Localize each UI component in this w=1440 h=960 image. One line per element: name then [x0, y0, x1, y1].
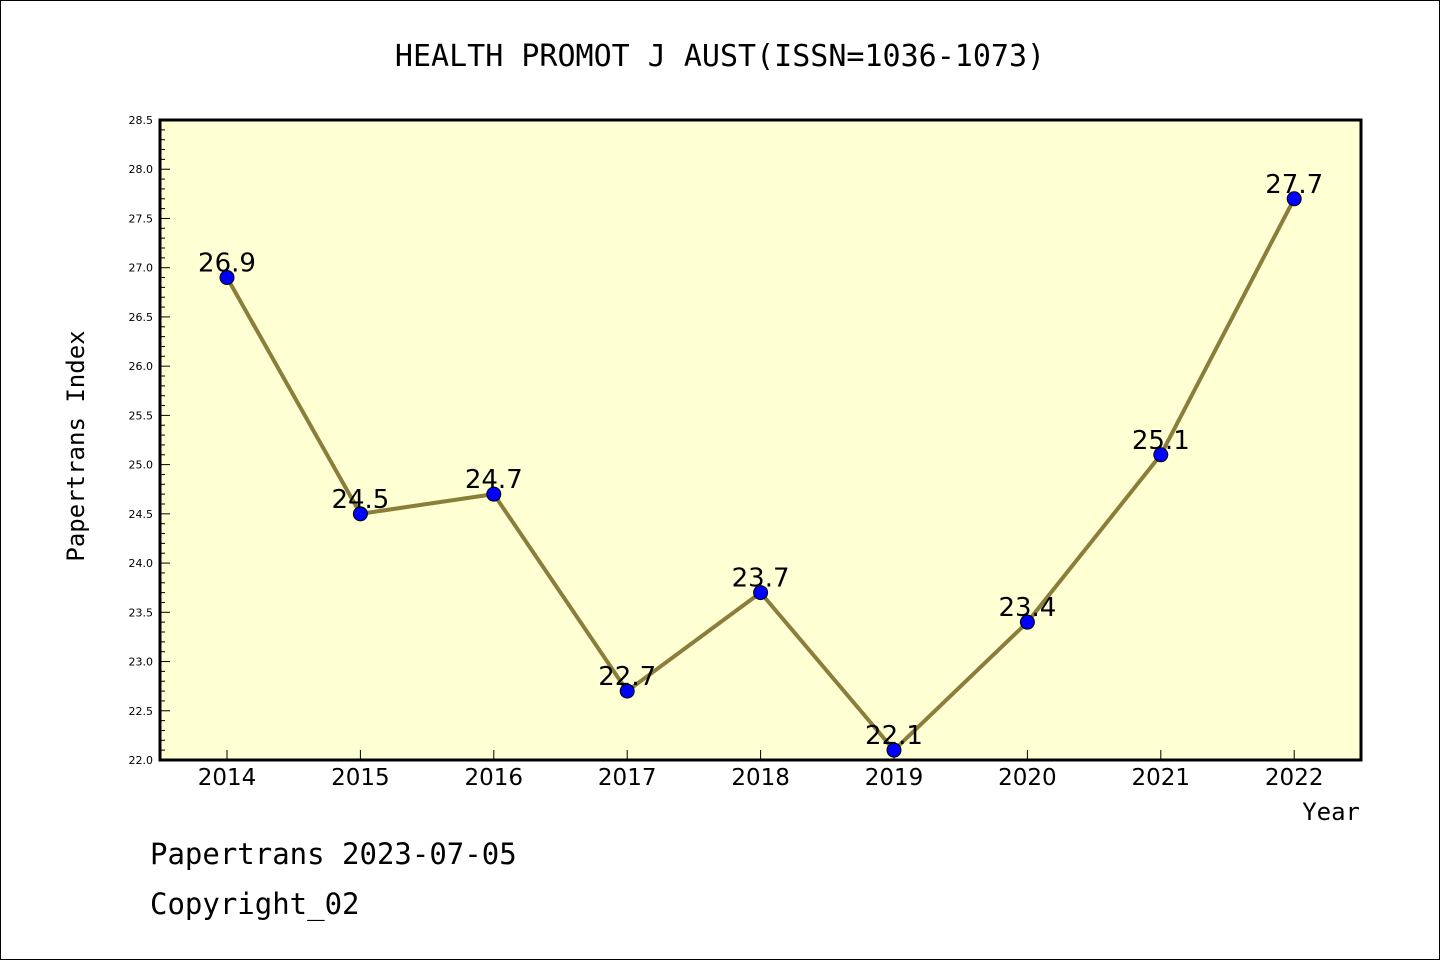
data-point	[886, 742, 902, 758]
y-tick-label: 23.5	[129, 606, 154, 619]
y-tick-label: 24.5	[129, 508, 154, 521]
series-layer	[219, 191, 1302, 758]
chart-title: HEALTH PROMOT J AUST(ISSN=1036-1073)	[395, 39, 1045, 74]
data-label: 22.1	[865, 721, 923, 751]
x-tick-label: 2016	[465, 765, 524, 791]
data-label: 25.1	[1132, 426, 1190, 456]
y-tick-label: 22.0	[129, 754, 154, 767]
data-point	[1286, 191, 1302, 207]
x-tick-label: 2020	[998, 765, 1057, 791]
y-tick-label: 25.0	[129, 459, 154, 472]
footer-copyright: Copyright_02	[150, 887, 360, 922]
data-point	[1153, 447, 1169, 463]
x-tick-label: 2017	[598, 765, 657, 791]
data-label: 23.7	[732, 564, 790, 594]
x-tick-label: 2019	[865, 765, 924, 791]
y-axis-title: Papertrans Index	[62, 330, 90, 561]
y-tick-label: 26.5	[129, 311, 154, 324]
x-tick-label: 2014	[198, 765, 257, 791]
y-tick-label: 22.5	[129, 705, 154, 718]
footer-date: Papertrans 2023-07-05	[150, 837, 517, 871]
plot-border	[158, 118, 1363, 762]
data-label: 26.9	[198, 249, 256, 279]
y-tick-label: 23.0	[129, 656, 154, 669]
x-tick-label: 2022	[1265, 765, 1324, 791]
y-tick-label: 24.0	[129, 557, 154, 570]
plot-area	[160, 120, 1361, 760]
y-axis: 22.0 22.5 23.0 23.5 24.0 24.5 25.0 25.5 26.0 26.5…	[129, 114, 170, 767]
x-tick-label: 2021	[1132, 765, 1191, 791]
y-tick-label: 27.5	[129, 212, 154, 225]
data-label: 24.7	[465, 465, 523, 495]
data-point	[352, 506, 368, 522]
x-tick-label: 2018	[731, 765, 790, 791]
data-label: 23.4	[998, 593, 1056, 623]
data-labels: 26.9 24.5 24.7 22.7 23.7 22.1 23.4 25.1 27.7	[198, 170, 1323, 751]
x-axis: 2014 2015 2016 2017 2018 2019 2020 2021 2022	[198, 750, 1324, 791]
x-axis-title: Year	[1302, 798, 1360, 826]
data-label: 24.5	[331, 485, 389, 515]
y-tick-label: 25.5	[129, 409, 154, 422]
data-point	[1019, 614, 1035, 630]
data-label: 27.7	[1265, 170, 1323, 200]
data-point	[753, 585, 769, 601]
y-tick-label: 27.0	[129, 262, 154, 275]
x-tick-label: 2015	[331, 765, 390, 791]
y-tick-label: 28.0	[129, 163, 154, 176]
data-point	[219, 270, 235, 286]
data-label: 22.7	[598, 662, 656, 692]
y-tick-label: 28.5	[129, 114, 154, 127]
data-point	[619, 683, 635, 699]
data-point	[486, 486, 502, 502]
y-tick-label: 26.0	[129, 360, 154, 373]
